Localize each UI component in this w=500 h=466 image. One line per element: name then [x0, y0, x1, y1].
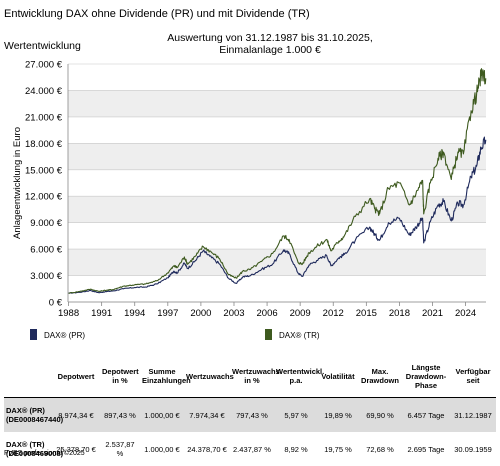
table-cell: 31.12.1987 [450, 397, 496, 432]
x-tick-label: 2000 [190, 308, 211, 319]
table-cell: 69,90 % [358, 397, 402, 432]
col-header: Wertzuwachs [186, 371, 234, 381]
page-title: Entwicklung DAX ohne Dividende (PR) und … [4, 8, 310, 20]
legend-swatch-pr [30, 329, 37, 340]
table-cell: 2.437,87 % [233, 444, 271, 454]
table-cell: 1.000,00 € [144, 444, 180, 454]
y-tick-label: 24.000 € [25, 86, 63, 97]
table-cell: 19,75 % [324, 444, 352, 454]
x-tick-label: 2006 [257, 308, 278, 319]
y-tick-label: 27.000 € [25, 60, 63, 71]
table-cell: 797,43 % [230, 397, 274, 432]
footer-copyright: FVBS professional ©2025 [4, 450, 85, 457]
chart-subtitle: Auswertung von 31.12.1987 bis 31.10.2025… [150, 32, 390, 56]
table-cell: 8,92 % [284, 444, 308, 454]
y-tick-label: 12.000 € [25, 192, 63, 203]
table-cell: 8.974,34 € [52, 397, 100, 432]
x-tick-label: 2024 [455, 308, 476, 319]
grid-band [68, 196, 486, 223]
x-tick-label: 2012 [323, 308, 344, 319]
table-cell: 6.457 Tage [402, 397, 450, 432]
y-tick-label: 18.000 € [25, 139, 63, 150]
legend-label-pr: DAX® (PR) [44, 331, 85, 340]
col-header: Verfügbar seit [455, 367, 491, 385]
col-header: Längste Drawdown-Phase [405, 362, 447, 390]
table-cell: 2.695 Tage [407, 444, 445, 454]
table-cell: 897,43 % [100, 397, 140, 432]
subtitle-line-2: Einmalanlage 1.000 € [219, 44, 321, 56]
x-tick-label: 2003 [223, 308, 244, 319]
table-cell: DAX® (TR) (DE0008469008) [6, 440, 64, 458]
table-row-pr: DAX® (PR) (DE0008467440) 8.974,34 € 897,… [4, 397, 496, 432]
x-tick-label: 1997 [157, 308, 178, 319]
x-tick-label: 2021 [422, 308, 443, 319]
col-header: Wertentwickl. p.a. [276, 367, 325, 385]
col-header: Max. Drawdown [361, 367, 399, 385]
y-tick-label: 15.000 € [25, 165, 63, 176]
table-cell: 2.537,87 % [105, 440, 135, 458]
col-header: Depotwert [57, 371, 95, 381]
y-tick-label: 6.000 € [30, 245, 62, 256]
table-cell: DAX® (PR) (DE0008467440) [4, 397, 63, 432]
grid-band [68, 90, 486, 117]
series-line-tr [68, 68, 487, 294]
x-tick-label: 1994 [124, 308, 145, 319]
table-row-tr: DAX® (TR) (DE0008469008) 25.378,70 € 2.5… [4, 432, 496, 466]
grid-band [68, 249, 486, 276]
col-header: Wertzuwachs in % [232, 367, 280, 385]
series-line-pr [68, 136, 487, 294]
x-tick-label: 2009 [290, 308, 311, 319]
table-cell: 24.378,70 € [187, 444, 227, 454]
subtitle-line-1: Auswertung von 31.12.1987 bis 31.10.2025… [167, 32, 373, 44]
col-header: Summe Einzahlungen [142, 367, 191, 385]
legend-swatch-tr [265, 329, 272, 340]
table-cell: 72,68 % [366, 444, 394, 454]
y-tick-label: 21.000 € [25, 112, 63, 123]
performance-chart: 0 € 3.000 € 6.000 € 9.000 € 12.000 € 15.000 €… [12, 60, 487, 340]
y-tick-label: 9.000 € [30, 218, 62, 229]
x-tick-label: 1988 [58, 308, 79, 319]
x-tick-label: 2015 [356, 308, 377, 319]
x-tick-label: 2018 [389, 308, 410, 319]
table-header-row: Depotwert Depotwert in % Summe Einzahlun… [4, 355, 496, 398]
section-label: Wertentwicklung [4, 40, 81, 52]
y-axis-label: Anlageentwicklung in Euro [12, 127, 23, 239]
table-cell: 19,89 % [318, 397, 358, 432]
col-header: Volatilität [321, 371, 355, 381]
table-cell: 25.378,70 € [56, 444, 96, 454]
table-cell: 7.974,34 € [184, 397, 230, 432]
col-header [4, 355, 52, 398]
y-tick-label: 0 € [49, 298, 63, 309]
legend-label-tr: DAX® (TR) [279, 331, 320, 340]
table-cell: 30.09.1959 [454, 444, 492, 454]
stats-table: Depotwert Depotwert in % Summe Einzahlun… [4, 355, 496, 466]
x-tick-label: 1991 [91, 308, 112, 319]
grid-band [68, 143, 486, 170]
col-header: Depotwert in % [102, 367, 139, 385]
table-cell: 5,97 % [274, 397, 318, 432]
table-cell: 1.000,00 € [140, 397, 184, 432]
y-tick-label: 3.000 € [30, 271, 62, 282]
